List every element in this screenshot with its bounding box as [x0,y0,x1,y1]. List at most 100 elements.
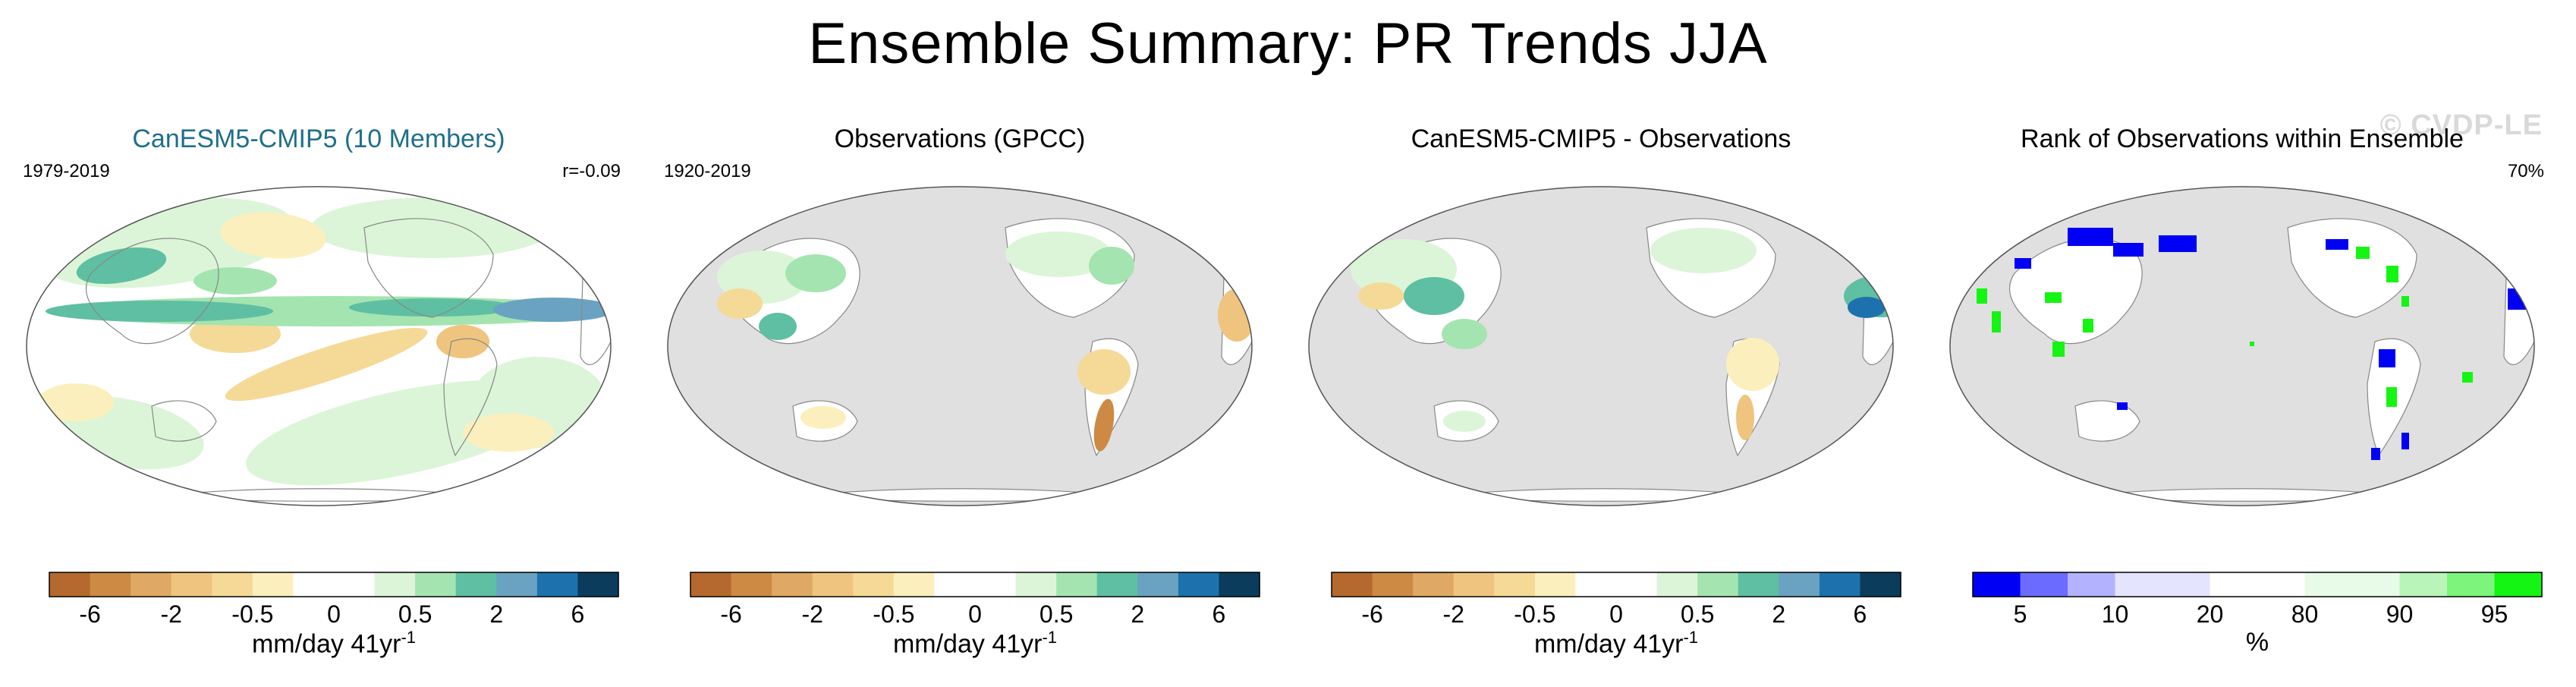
colorbar-tick-label: 0.5 [1681,600,1714,628]
colorbar-tick-label: 80 [2291,600,2319,628]
map-outline [26,186,612,506]
colorbar-swatch [293,572,335,597]
map-outline [667,186,1253,506]
colorbar-swatch [1056,572,1098,597]
map-obs [667,186,1253,506]
colorbar-swatch [1616,572,1658,597]
colorbar-tick-label: 0.5 [398,600,432,628]
colorbar-frame [1331,572,1901,597]
trend-field [76,247,167,285]
colorbar-swatch [2494,572,2543,597]
rank-cell [1977,288,1987,304]
panel-model-period: 1979-2019 [23,161,110,181]
colorbar-swatch [1178,572,1220,597]
panel-rank-title: Rank of Observations within Ensemble [2021,124,2464,153]
colorbar-swatch [2162,572,2211,597]
landmass-south-america [443,338,498,457]
panel-diff: CanESM5-CMIP5 - Observations [1290,114,1912,569]
colorbar-model-unit: mm/day 41yr-1 [251,628,417,659]
trend-field [717,288,763,319]
colorbar-swatch [690,572,732,597]
trend-field [493,298,612,322]
landmass-east-asia [86,238,219,345]
colorbar-swatch [455,572,497,597]
colorbar-obs: -6 -2 -0.5 0 0.5 2 6 mm/day 41yr-1 [683,571,1267,677]
panel-diff-title: CanESM5-CMIP5 - Observations [1411,124,1791,153]
colorbar-tick-label: 6 [571,600,585,628]
rank-cell [2401,296,2409,307]
rank-cell [2052,342,2065,357]
colorbar-swatch [1413,572,1455,597]
colorbar-obs-scale: -6 -2 -0.5 0 0.5 2 6 [690,572,1260,628]
colorbar-tick-label: 2 [489,600,503,628]
trend-field [1848,297,1886,318]
colorbar-tick-label: -0.5 [873,600,914,628]
rank-cell [2379,349,2395,367]
trend-field [1093,399,1115,452]
panel-rank-percent: 70% [2507,161,2544,181]
map-diff [1308,186,1894,506]
colorbar-tick-label: -6 [1361,600,1382,628]
colorbar-swatch [975,572,1017,597]
rank-cell [2113,243,2144,257]
rank-cell [2250,342,2254,346]
rank-cell [2386,387,2397,407]
colorbar-swatch [1219,572,1260,597]
landmass-australia [151,400,217,442]
colorbar-swatch [415,572,457,597]
map-model [26,186,612,506]
colorbar-swatch [1096,572,1138,597]
colorbar-tick-label: 5 [2014,600,2027,628]
colorbar-tick-label: 0 [327,600,341,628]
colorbar-swatch [1494,572,1536,597]
colorbar-frame [1972,572,2543,597]
landmass-north-america [2287,218,2417,318]
rank-cell [2371,448,2380,460]
trend-field [1077,349,1131,395]
colorbar-swatch [496,572,538,597]
colorbar-swatch [90,572,131,597]
colorbar-tick-label: 2 [1772,600,1785,628]
colorbar-model-scale: -6 -2 -0.5 0 0.5 2 6 [49,572,619,628]
colorbar-tick-label: 20 [2197,600,2224,628]
rank-cell [2356,247,2370,259]
watermark: © CVDP-LE [2379,109,2543,141]
trend-field [785,254,846,292]
trend-field [800,406,846,429]
colorbar-frame [49,572,619,597]
panel-model-title: CanESM5-CMIP5 (10 Members) [132,124,505,153]
colorbar-swatch [853,572,895,597]
trend-field [225,327,428,402]
panel-obs-title: Observations (GPCC) [834,124,1086,153]
colorbar-swatch [1656,572,1698,597]
trend-field [1404,277,1464,315]
colorbar-obs-unit: mm/day 41yr-1 [892,628,1058,659]
rank-cell [2083,319,2093,332]
page-title: Ensemble Summary: PR Trends JJA [808,11,1768,76]
colorbar-rank-unit: % [2245,628,2269,657]
colorbar-tick-label: 2 [1131,600,1144,628]
colorbar-swatch [2352,572,2401,597]
rank-cell [2462,372,2473,383]
trend-field [349,298,516,317]
colorbar-swatch [934,572,976,597]
colorbar-swatch [2020,572,2068,597]
colorbar-swatch [2447,572,2496,597]
colorbar-tick-label: -2 [801,600,822,628]
trend-field [463,414,554,452]
panel-obs-period: 1920-2019 [664,161,751,181]
colorbar-frame [690,572,1260,597]
colorbar-swatch [1779,572,1820,597]
colorbar-swatch [536,572,579,597]
panel-rank: © CVDP-LE Rank of Observations within En… [1931,109,2553,569]
rank-cell [1992,311,2001,332]
trend-field [1443,411,1486,432]
rank-cell [2159,235,2197,252]
map-outline [1949,186,2535,506]
colorbar-tick-label: -2 [1442,600,1464,628]
map-rank [1949,186,2535,506]
colorbar-swatch [171,572,212,597]
colorbar-swatch [1453,572,1495,597]
map-background [668,186,1252,506]
colorbar-swatch [131,572,172,597]
